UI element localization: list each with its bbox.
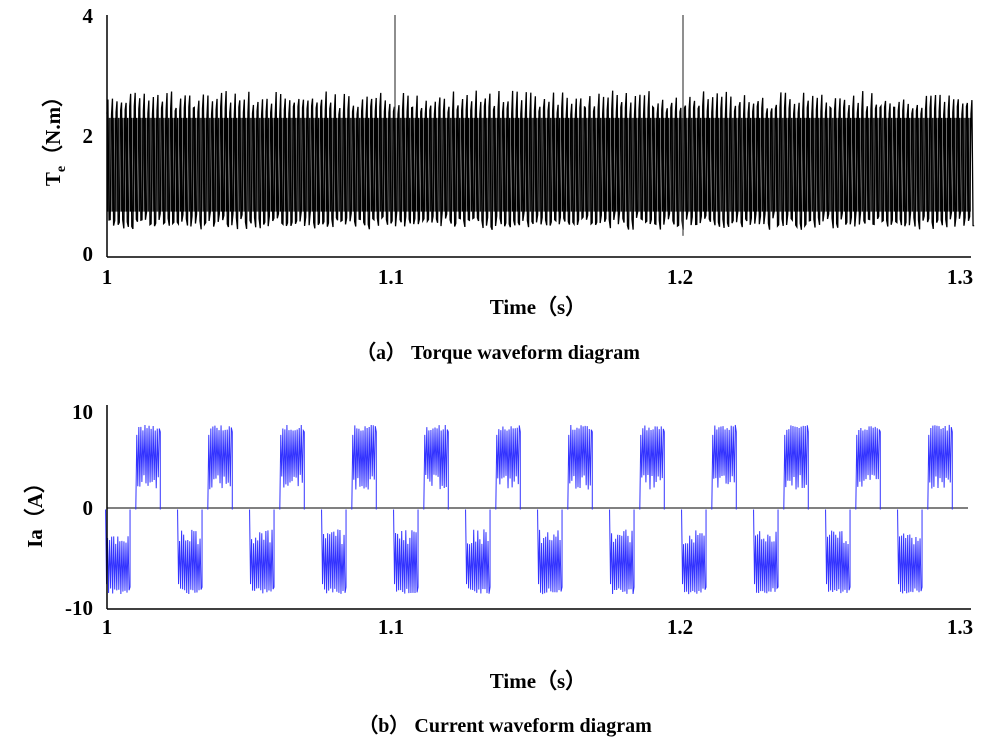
current-y-tick-label: 10 — [72, 400, 93, 424]
torque-x-axis-label: Time（s） — [490, 295, 586, 319]
current-negative-pulse — [321, 509, 347, 594]
current-negative-pulse — [609, 509, 635, 595]
current-negative-pulse — [393, 509, 419, 594]
current-positive-pulse — [711, 424, 737, 510]
current-positive-pulse — [495, 425, 521, 510]
current-negative-pulse — [177, 509, 203, 594]
current-caption: （b） Current waveform diagram — [358, 714, 652, 737]
current-x-tick-label: 1 — [102, 615, 113, 639]
current-positive-pulse — [855, 426, 881, 510]
current-positive-pulse — [279, 425, 305, 510]
torque-y-tick-label: 2 — [83, 124, 94, 148]
current-x-tick-label: 1.2 — [667, 615, 693, 639]
current-plot-area — [105, 424, 953, 595]
torque-caption: （a） Torque waveform diagram — [356, 341, 640, 364]
torque-y-tick-label: 0 — [83, 242, 94, 266]
current-negative-pulse — [753, 509, 779, 594]
current-positive-pulse — [567, 424, 593, 510]
current-positive-pulse — [639, 425, 665, 510]
current-positive-pulse — [351, 425, 377, 510]
torque-x-tick-label: 1 — [102, 265, 113, 289]
current-positive-pulse — [135, 424, 161, 510]
current-negative-pulse — [537, 509, 563, 595]
current-negative-pulse — [249, 509, 275, 594]
torque-plot-area — [106, 15, 975, 236]
current-x-tick-label: 1.3 — [947, 615, 973, 639]
current-y-tick-label: -10 — [65, 596, 93, 620]
current-negative-pulse — [465, 509, 491, 594]
current-positive-pulse — [207, 425, 233, 510]
current-negative-pulse — [825, 509, 851, 594]
current-y-tick-label: 0 — [83, 496, 94, 520]
torque-y-axis-label: Te（N.m） — [41, 86, 69, 186]
torque-x-tick-label: 1.2 — [667, 265, 693, 289]
current-negative-pulse — [105, 509, 131, 594]
current-chart: 10 0 -10 1 1.1 1.2 1.3 Ia（A） Time（s） （b）… — [23, 400, 973, 737]
torque-chart: 4 2 0 1 1.1 1.2 1.3 Te（N.m） Time（s） （a） … — [41, 4, 975, 364]
torque-y-tick-label: 4 — [83, 4, 94, 28]
torque-x-tick-label: 1.3 — [947, 265, 973, 289]
current-x-tick-label: 1.1 — [378, 615, 404, 639]
torque-x-tick-label: 1.1 — [378, 265, 404, 289]
current-negative-pulse — [897, 509, 923, 594]
current-positive-pulse — [423, 425, 449, 510]
current-x-axis-label: Time（s） — [490, 669, 586, 693]
current-positive-pulse — [927, 424, 953, 510]
current-positive-pulse — [783, 425, 809, 510]
current-y-axis-label: Ia（A） — [23, 472, 47, 548]
current-negative-pulse — [681, 509, 707, 595]
